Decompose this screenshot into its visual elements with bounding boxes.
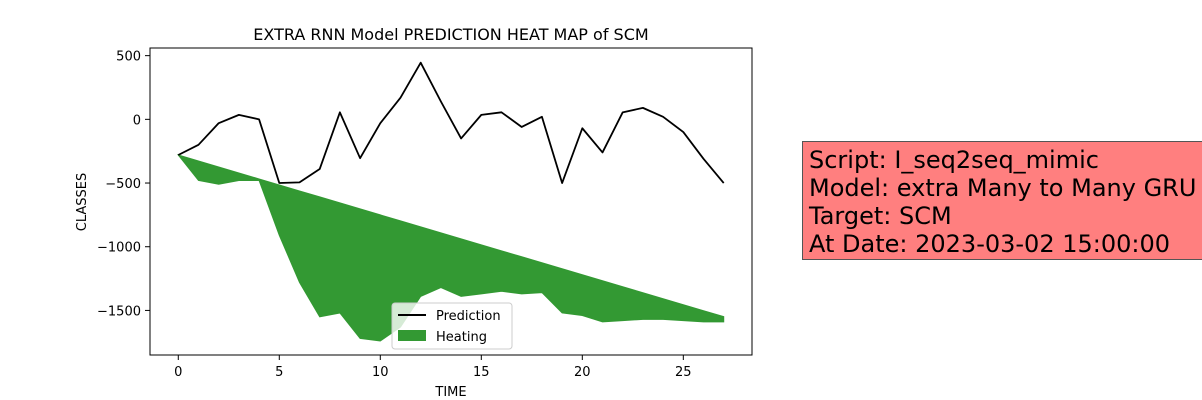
info-target: Target: SCM — [809, 202, 952, 230]
prediction-line — [177, 61, 725, 184]
legend-prediction-label: Prediction — [436, 309, 501, 324]
y-tick-label: 500 — [116, 50, 141, 65]
chart-title: EXTRA RNN Model PREDICTION HEAT MAP of S… — [253, 25, 648, 44]
y-tick-label: −1000 — [97, 241, 141, 256]
legend-heating-swatch — [398, 330, 426, 341]
x-tick-label: 10 — [372, 365, 389, 380]
legend-heating-label: Heating — [436, 330, 487, 345]
x-axis: 0 5 10 15 20 25 — [174, 355, 692, 380]
y-tick-label: −500 — [105, 177, 141, 192]
info-script: Script: I_seq2seq_mimic — [809, 146, 1099, 174]
chart: EXTRA RNN Model PREDICTION HEAT MAP of S… — [75, 25, 753, 400]
y-axis: 500 0 −500 −1000 −1500 — [97, 50, 150, 319]
x-tick-label: 25 — [675, 365, 692, 380]
info-date: At Date: 2023-03-02 15:00:00 — [809, 230, 1171, 258]
y-tick-label: 0 — [133, 113, 141, 128]
info-box: Script: I_seq2seq_mimic Model: extra Man… — [802, 141, 1202, 260]
y-axis-label: CLASSES — [75, 173, 90, 231]
heating-area — [176, 154, 725, 342]
x-tick-label: 5 — [275, 365, 283, 380]
legend: Prediction Heating — [391, 302, 513, 350]
info-model: Model: extra Many to Many GRU — [809, 174, 1197, 202]
x-axis-label: TIME — [434, 385, 466, 400]
plot-frame — [149, 47, 753, 356]
x-tick-label: 0 — [174, 365, 182, 380]
y-tick-label: −1500 — [97, 304, 141, 319]
x-tick-label: 15 — [473, 365, 490, 380]
plot-area — [176, 61, 725, 342]
x-tick-label: 20 — [574, 365, 591, 380]
